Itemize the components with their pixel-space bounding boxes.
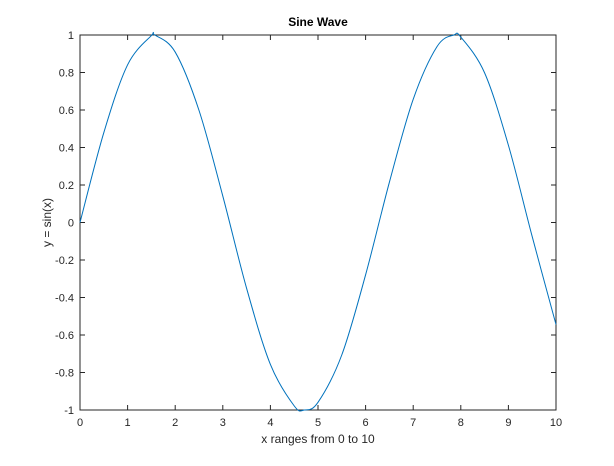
- y-tick-label: -0.2: [55, 255, 74, 267]
- plot-area: 0 1 2 3 4 5 6 7 8 9 10 -1 -0.8 -0.6 -0.4 -0.2 0 0.2 0.4 0.6…: [55, 30, 562, 429]
- y-tick-label: 0.8: [59, 68, 74, 80]
- y-tick-label: -0.8: [55, 368, 74, 380]
- chart-title: Sine Wave: [288, 15, 348, 29]
- x-tick-label: 0: [77, 417, 83, 429]
- y-tick-label: 0.4: [59, 143, 74, 155]
- x-tick-label: 2: [172, 417, 178, 429]
- x-tick-label: 5: [315, 417, 321, 429]
- x-tick-label: 4: [267, 417, 273, 429]
- x-axis-label: x ranges from 0 to 10: [261, 432, 375, 446]
- x-tick-label: 9: [505, 417, 511, 429]
- y-tick-label: -1: [64, 405, 74, 417]
- x-tick-label: 8: [458, 417, 464, 429]
- x-tick-label: 1: [125, 417, 131, 429]
- sine-series-line: [79, 31, 557, 412]
- x-tick-label: 6: [363, 417, 369, 429]
- y-axis-label: y = sin(x): [40, 198, 54, 247]
- x-tick-label: 7: [410, 417, 416, 429]
- y-tick-label: 0.6: [59, 105, 74, 117]
- y-tick-label: -0.6: [55, 330, 74, 342]
- y-tick-label: -0.4: [55, 293, 74, 305]
- y-tick-label: 1: [68, 30, 74, 42]
- x-tick-label: 10: [550, 417, 562, 429]
- y-tick-label: 0.2: [59, 180, 74, 192]
- y-tick-label: 0: [68, 218, 74, 230]
- x-tick-label: 3: [220, 417, 226, 429]
